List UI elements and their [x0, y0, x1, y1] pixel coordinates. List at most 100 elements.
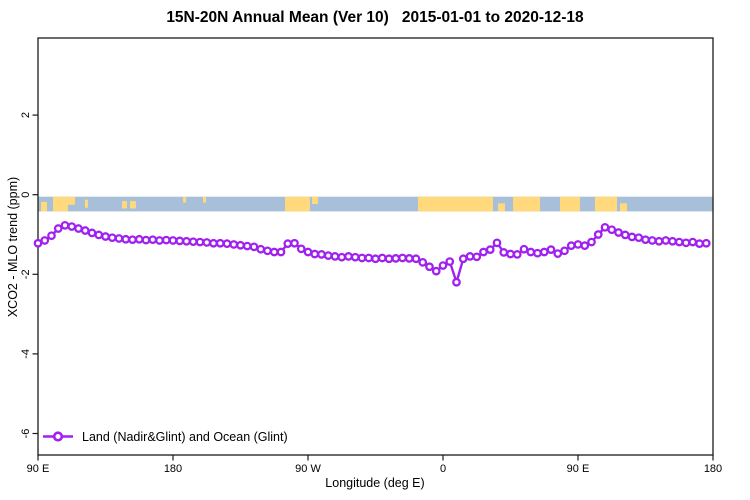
data-point: [499, 248, 509, 257]
data-point: [519, 244, 529, 254]
data-point: [627, 232, 637, 242]
data-point: [47, 231, 56, 241]
data-point: [533, 248, 542, 258]
data-point: [526, 247, 536, 257]
land-band-segment: [41, 201, 47, 212]
x-tick-label: 90 E: [567, 463, 590, 475]
data-point: [256, 244, 266, 254]
data-point: [593, 230, 603, 239]
data-point: [195, 237, 205, 247]
data-point: [661, 236, 671, 245]
data-point: [222, 239, 232, 249]
x-tick-label: 90 E: [27, 463, 50, 475]
data-point: [310, 249, 320, 259]
data-point: [215, 238, 225, 248]
data-point: [114, 234, 124, 243]
data-point: [33, 238, 43, 248]
data-point: [148, 235, 158, 245]
y-tick-label: 2: [20, 112, 32, 118]
land-band-segment: [498, 203, 505, 212]
data-point: [229, 240, 239, 249]
data-point: [384, 254, 394, 264]
data-point: [404, 254, 414, 263]
data-point: [283, 239, 293, 249]
data-point: [188, 237, 198, 247]
data-point: [161, 235, 171, 245]
ocean-band: [38, 196, 713, 212]
data-point: [249, 242, 259, 252]
x-tick-label: 0: [440, 463, 446, 475]
data-point: [647, 236, 657, 245]
data-point: [458, 254, 468, 264]
data-point: [600, 222, 610, 232]
data-point: [668, 236, 677, 246]
land-band-segment: [68, 196, 76, 205]
data-point: [506, 249, 515, 259]
data-point: [350, 252, 360, 262]
data-point: [553, 249, 563, 258]
data-point: [452, 277, 461, 287]
data-point: [573, 240, 583, 249]
land-band-segment: [560, 196, 580, 212]
data-point: [323, 251, 333, 260]
data-point: [620, 230, 630, 240]
data-point: [425, 262, 434, 272]
data-point: [202, 238, 212, 247]
data-point: [377, 253, 387, 263]
data-point: [263, 246, 272, 256]
data-point: [641, 235, 650, 245]
data-point: [121, 234, 131, 244]
data-point: [128, 235, 137, 245]
plot-frame: [37, 37, 714, 456]
data-point: [155, 236, 164, 245]
land-band-segment: [594, 196, 617, 212]
data-point: [674, 237, 684, 247]
data-point: [53, 224, 63, 233]
y-tick-label: -6: [20, 429, 32, 439]
land-band-segment: [183, 196, 187, 203]
land-band-segment: [129, 201, 136, 209]
land-band-segment: [513, 196, 541, 212]
data-point: [634, 233, 644, 243]
data-point: [94, 230, 104, 240]
chart-title-text: 15N-20N Annual Mean (Ver 10): [166, 9, 389, 26]
data-point: [337, 252, 347, 262]
data-point: [175, 236, 185, 246]
land-band-segment: [84, 199, 88, 208]
data-point: [411, 254, 421, 264]
data-point: [485, 245, 495, 254]
data-point: [701, 238, 711, 248]
data-point: [580, 241, 590, 250]
data-point: [438, 261, 448, 270]
data-point: [560, 246, 569, 256]
data-point: [40, 236, 50, 245]
data-point: [182, 236, 191, 246]
data-point: [134, 234, 144, 244]
data-point: [242, 241, 252, 251]
data-point: [168, 236, 178, 245]
data-point: [479, 247, 488, 257]
data-point: [141, 235, 151, 245]
land-band-segment: [122, 201, 127, 209]
data-point: [695, 239, 704, 249]
land-band-segment: [620, 203, 628, 212]
y-axis-label: XCO2 - MLO trend (ppm): [6, 176, 20, 318]
data-point: [512, 250, 522, 259]
data-point: [74, 224, 83, 233]
data-point: [107, 233, 117, 243]
data-point: [101, 232, 110, 241]
x-tick-label: 180: [164, 463, 182, 475]
data-point: [330, 252, 340, 261]
data-point: [587, 237, 596, 247]
data-point: [269, 247, 279, 257]
data-point: [303, 247, 313, 257]
data-point: [371, 254, 380, 264]
data-point: [398, 253, 407, 263]
data-point: [276, 247, 286, 257]
data-point: [472, 252, 482, 262]
data-point: [236, 240, 245, 250]
data-point: [317, 250, 326, 259]
y-tick-label: -2: [20, 269, 32, 279]
land-band-segment: [53, 196, 68, 212]
